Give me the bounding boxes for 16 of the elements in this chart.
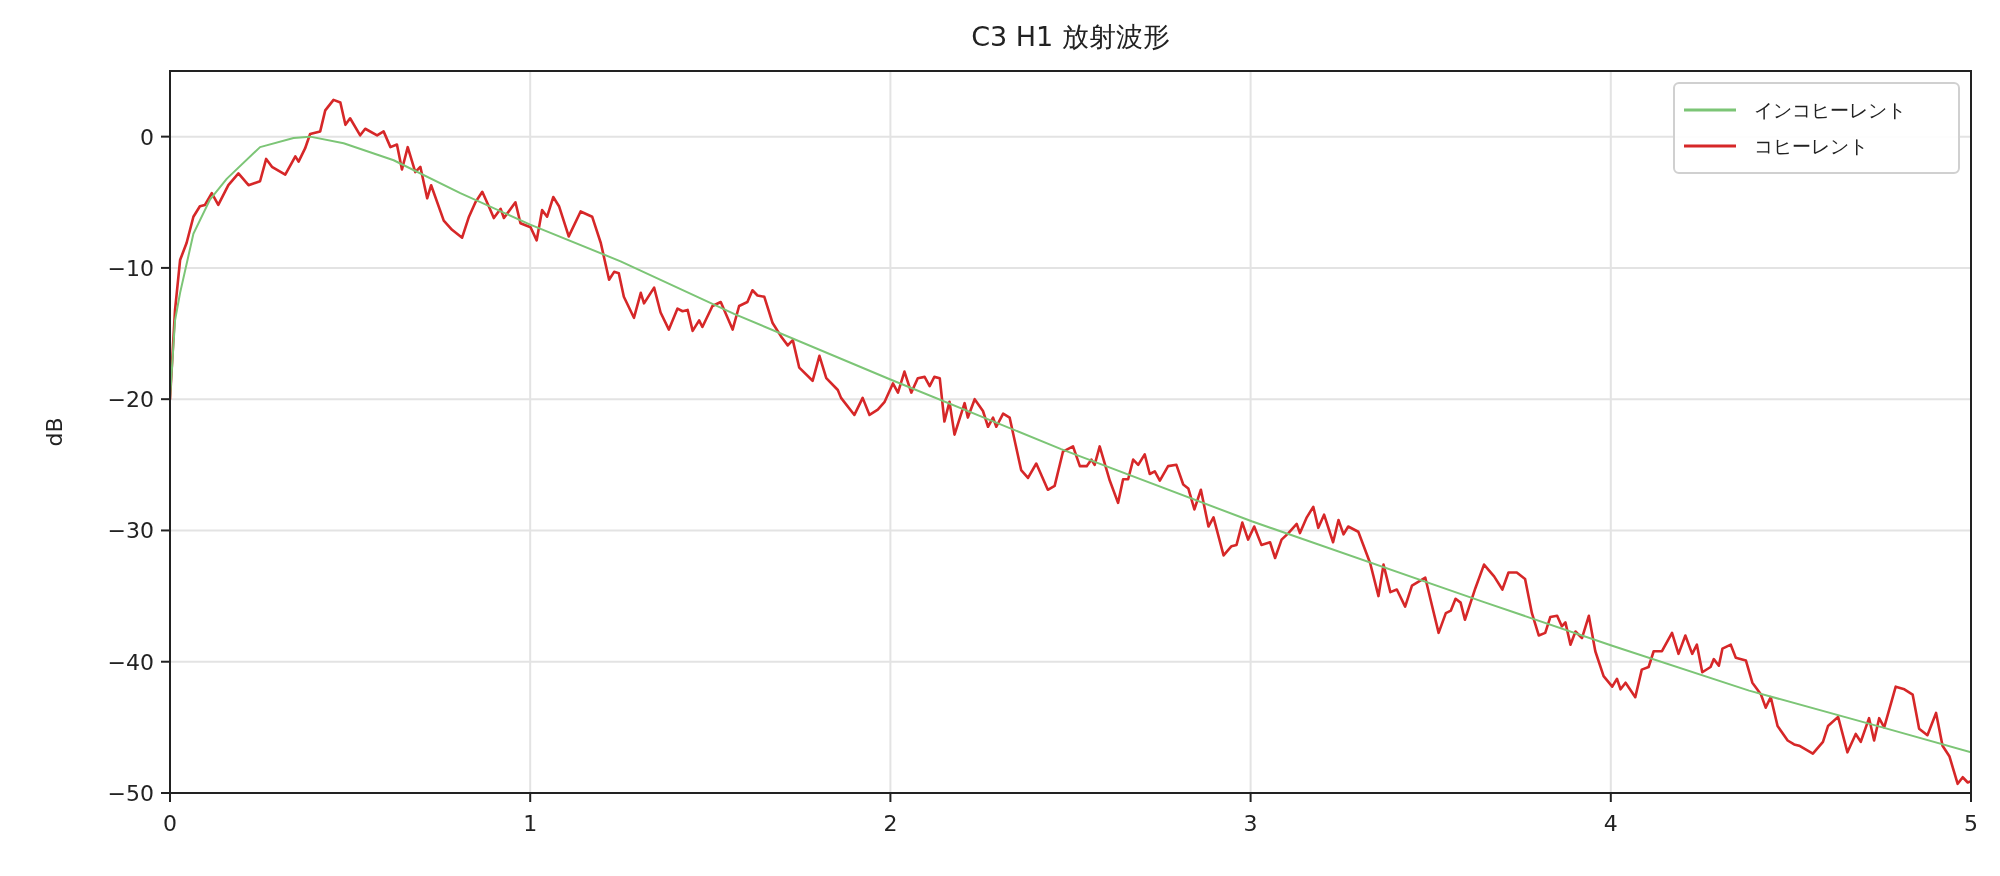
x-tick-label: 1 [523,811,538,836]
legend-label: コヒーレント [1754,135,1868,157]
y-tick-label: −20 [107,387,154,413]
x-tick-label: 4 [1603,811,1618,836]
legend-label: インコヒーレント [1754,99,1906,121]
y-tick-label: −50 [107,781,154,806]
x-tick-label: 0 [163,811,177,836]
y-tick-label: −30 [107,518,154,544]
chart-title: C3 H1 放射波形 [971,21,1170,52]
x-tick-label: 3 [1243,811,1258,836]
y-tick-label: 0 [140,124,154,150]
x-tick-label: 2 [883,811,898,836]
y-tick-label: −40 [107,649,154,675]
y-tick-label: −10 [107,255,154,281]
x-tick-label: 5 [1964,811,1978,836]
y-axis-title: dB [42,417,67,447]
